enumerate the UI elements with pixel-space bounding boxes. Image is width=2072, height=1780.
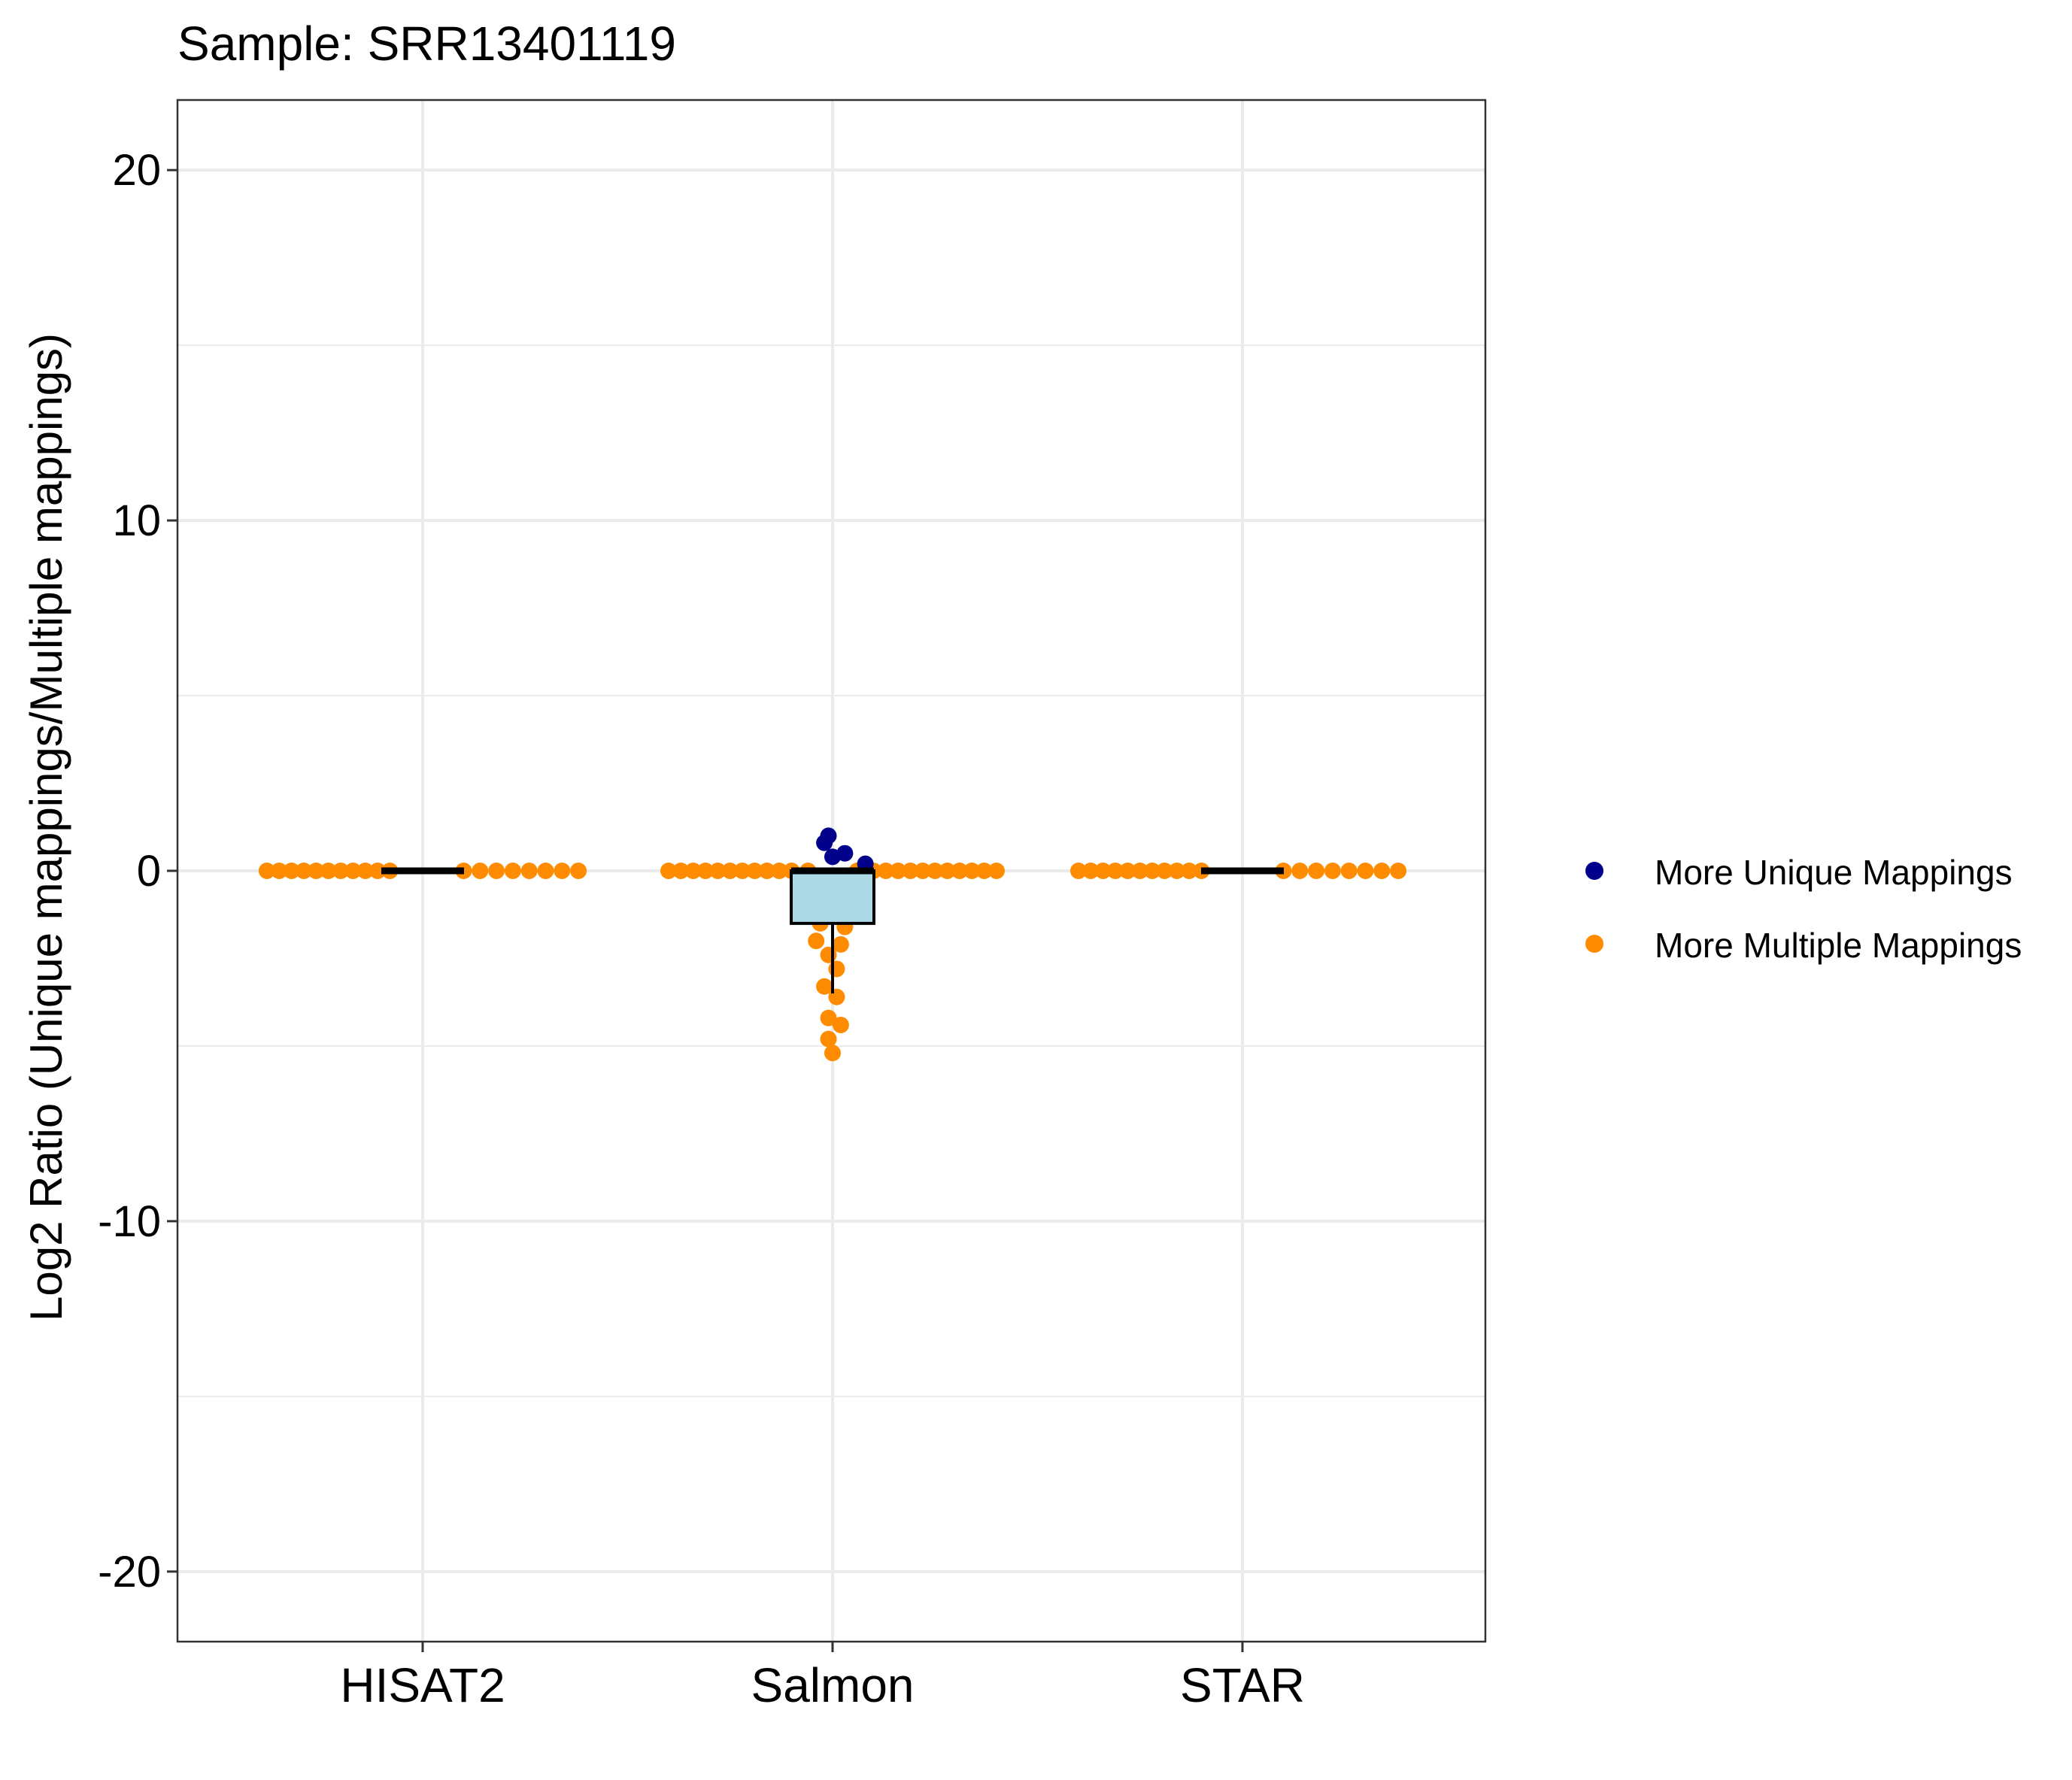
- data-point-more-multiple: [771, 863, 788, 879]
- data-point-more-multiple: [295, 863, 312, 879]
- data-point-more-multiple: [963, 863, 981, 879]
- legend-label: More Multiple Mappings: [1655, 926, 2022, 965]
- data-point-more-multiple: [721, 863, 739, 879]
- data-point-more-multiple: [927, 863, 944, 879]
- y-tick-label: -20: [98, 1548, 161, 1597]
- data-point-more-multiple: [271, 863, 288, 879]
- y-axis-label: Log2 Ratio (Unique mappings/Multiple map…: [21, 333, 71, 1321]
- data-point-more-multiple: [988, 863, 1005, 879]
- data-point-more-multiple: [472, 863, 489, 879]
- data-point-more-multiple: [808, 932, 825, 950]
- data-point-more-multiple: [1308, 863, 1325, 879]
- data-point-more-multiple: [504, 863, 521, 879]
- data-point-more-multiple: [488, 863, 505, 879]
- legend: More Unique Mappings More Multiple Mappin…: [1585, 853, 2022, 965]
- data-point-more-multiple: [1390, 863, 1407, 879]
- data-point-more-multiple: [1082, 863, 1100, 879]
- data-point-more-multiple: [734, 863, 751, 879]
- data-point-more-multiple: [709, 863, 727, 879]
- data-point-more-multiple: [890, 863, 907, 879]
- data-point-more-multiple: [820, 1030, 837, 1048]
- data-point-more-multiple: [537, 863, 554, 879]
- data-point-more-multiple: [697, 863, 714, 879]
- data-point-more-multiple: [832, 1017, 849, 1033]
- data-point-more-multiple: [1094, 863, 1112, 879]
- x-tick-label: Salmon: [751, 1658, 915, 1712]
- data-point-more-multiple: [746, 863, 763, 879]
- x-tick-label: STAR: [1180, 1658, 1305, 1712]
- data-point-more-multiple: [1131, 863, 1148, 879]
- data-point-more-multiple: [1181, 863, 1198, 879]
- legend-swatch-more-unique: [1585, 862, 1603, 880]
- data-point-more-multiple: [554, 863, 571, 879]
- data-point-more-multiple: [283, 863, 300, 879]
- data-point-more-multiple: [660, 863, 677, 879]
- data-point-more-multiple: [1119, 863, 1136, 879]
- data-point-more-multiple: [824, 1045, 841, 1062]
- data-point-more-multiple: [520, 863, 538, 879]
- data-point-more-multiple: [1373, 863, 1391, 879]
- y-tick-label: -10: [98, 1197, 161, 1246]
- data-point-more-multiple: [332, 863, 349, 879]
- plot-panel: [177, 100, 1485, 1642]
- axes-layer: -20 -10 0 10 20 HISAT2 Salmon STAR: [98, 99, 1487, 1712]
- data-point-more-multiple: [1324, 863, 1341, 879]
- data-point-more-multiple: [914, 863, 931, 879]
- data-point-more-multiple: [684, 863, 702, 879]
- data-point-more-multiple: [832, 935, 849, 953]
- chart-title: Sample: SRR13401119: [177, 17, 676, 71]
- data-point-more-multiple: [820, 1009, 837, 1026]
- data-point-more-multiple: [1291, 863, 1309, 879]
- data-point-more-unique: [816, 834, 833, 851]
- data-point-more-multiple: [1107, 863, 1124, 879]
- data-point-more-multiple: [816, 978, 833, 995]
- x-tick-label: HISAT2: [340, 1658, 505, 1712]
- data-point-more-multiple: [939, 863, 956, 879]
- data-point-more-multiple: [975, 863, 993, 879]
- data-point-more-multiple: [828, 960, 845, 978]
- data-point-more-multiple: [1144, 863, 1161, 879]
- data-point-more-multiple: [672, 863, 690, 879]
- data-point-more-multiple: [1357, 863, 1374, 879]
- data-point-more-multiple: [258, 863, 275, 879]
- data-point-more-multiple: [344, 863, 362, 879]
- legend-label: More Unique Mappings: [1655, 853, 2013, 892]
- data-point-more-unique: [824, 848, 841, 866]
- legend-swatch-more-multiple: [1585, 935, 1603, 953]
- data-point-more-multiple: [1340, 863, 1358, 879]
- data-point-more-multiple: [902, 863, 919, 879]
- data-point-more-multiple: [356, 863, 374, 879]
- data-point-more-multiple: [820, 946, 837, 963]
- data-point-more-multiple: [570, 863, 587, 879]
- y-tick-label: 0: [137, 847, 161, 896]
- data-point-more-multiple: [828, 988, 845, 1005]
- data-point-more-multiple: [308, 863, 325, 879]
- data-point-more-multiple: [1168, 863, 1185, 879]
- data-point-more-multiple: [758, 863, 775, 879]
- y-tick-label: 10: [112, 496, 161, 545]
- data-point-more-multiple: [951, 863, 968, 879]
- data-point-more-multiple: [1156, 863, 1173, 879]
- boxplot-box: [790, 869, 875, 925]
- data-point-more-multiple: [1070, 863, 1087, 879]
- data-point-more-multiple: [320, 863, 337, 879]
- y-tick-label: 20: [112, 146, 161, 195]
- data-point-more-multiple: [877, 863, 894, 879]
- data-point-more-multiple: [369, 863, 387, 879]
